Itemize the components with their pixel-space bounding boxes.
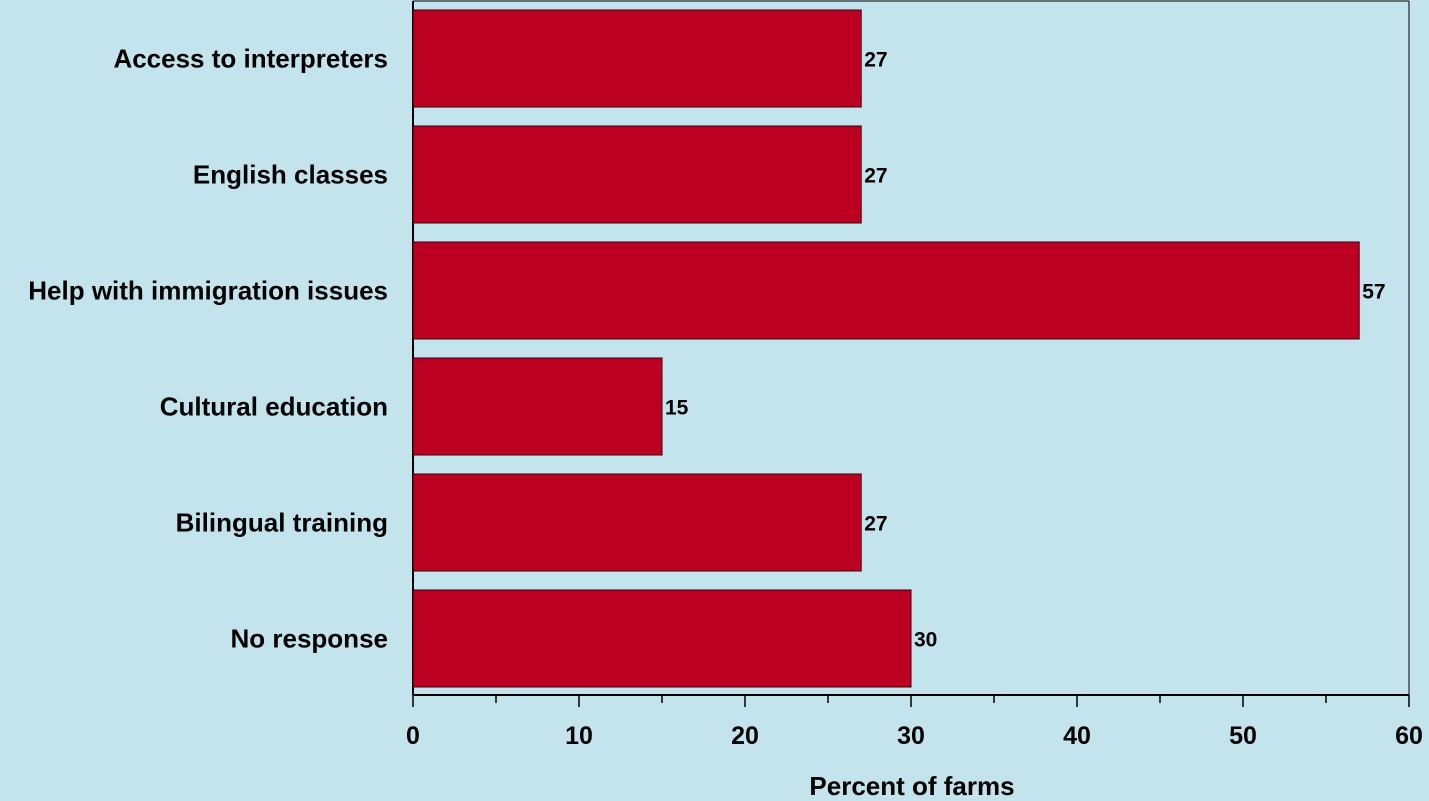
bar <box>412 357 663 456</box>
bar <box>412 125 862 224</box>
plot-frame <box>412 0 1410 695</box>
category-label: Bilingual training <box>176 508 388 538</box>
category-label: English classes <box>193 160 388 190</box>
bar <box>412 589 912 688</box>
bar-value-label: 27 <box>864 513 887 536</box>
x-tick-label: 30 <box>897 722 925 750</box>
x-tick-label: 10 <box>565 722 593 750</box>
bars-group <box>412 9 1360 688</box>
bar-value-label: 27 <box>864 49 887 72</box>
bar-value-label: 27 <box>864 165 887 188</box>
x-tick-label: 0 <box>406 722 420 750</box>
x-tick-label: 50 <box>1229 722 1257 750</box>
category-label: No response <box>231 624 389 654</box>
value-labels-group: 27 27 57 15 27 30 <box>665 49 1386 652</box>
bar-value-label: 15 <box>665 397 689 420</box>
category-labels-group: Access to interpreters English classes Hel… <box>28 44 388 654</box>
x-axis: 0 10 20 30 40 50 60 <box>406 694 1423 750</box>
bar <box>412 9 862 108</box>
category-label: Cultural education <box>160 392 388 422</box>
bar-value-label: 30 <box>914 629 937 652</box>
x-tick-label: 40 <box>1063 722 1091 750</box>
bar <box>412 241 1360 340</box>
bar <box>412 473 862 572</box>
bar-value-label: 57 <box>1362 281 1385 304</box>
x-tick-label: 60 <box>1395 722 1423 750</box>
x-tick-label: 20 <box>731 722 759 750</box>
category-label: Access to interpreters <box>113 44 388 74</box>
x-axis-title: Percent of farms <box>809 771 1014 801</box>
category-label: Help with immigration issues <box>28 276 388 306</box>
